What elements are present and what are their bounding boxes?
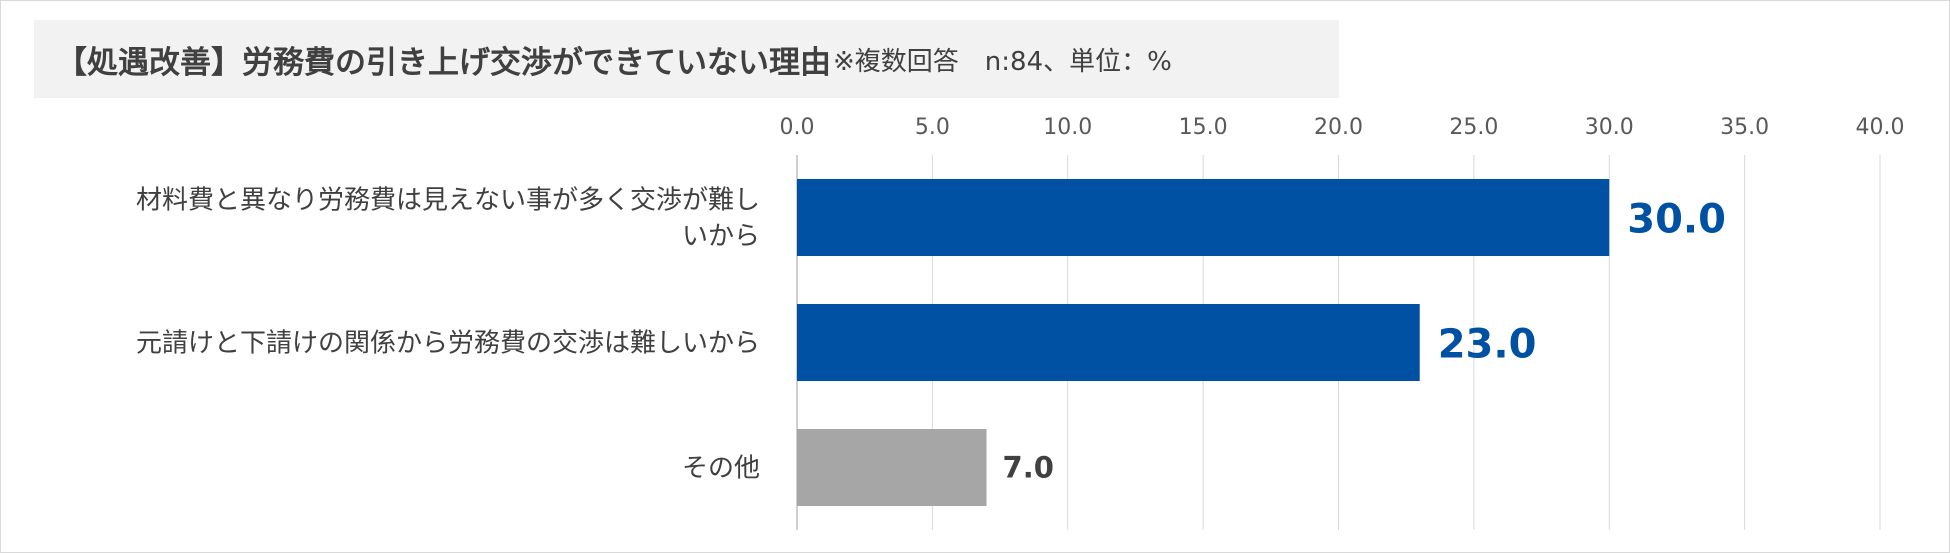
bar bbox=[797, 429, 987, 506]
x-tick-label: 10.0 bbox=[1043, 115, 1092, 140]
data-label: 30.0 bbox=[1627, 197, 1726, 243]
x-tick-label: 5.0 bbox=[915, 115, 950, 140]
category-label: 材料費と異なり労務費は見えない事が多く交渉が難し bbox=[136, 186, 760, 216]
chart-title-box: 【処遇改善】労務費の引き上げ交渉ができていない理由 ※複数回答 n:84、単位：… bbox=[34, 20, 1339, 98]
bar bbox=[797, 179, 1610, 256]
category-label: 元請けと下請けの関係から労務費の交渉は難しいから bbox=[136, 329, 760, 359]
x-tick-label: 0.0 bbox=[780, 115, 815, 140]
bar bbox=[797, 304, 1420, 381]
chart-title: 【処遇改善】労務費の引き上げ交渉ができていない理由 bbox=[56, 44, 831, 81]
data-label: 7.0 bbox=[1003, 451, 1054, 485]
data-label: 23.0 bbox=[1438, 322, 1537, 368]
x-tick-label: 20.0 bbox=[1314, 115, 1363, 140]
chart-subtitle: ※複数回答 n:84、単位：% bbox=[833, 46, 1172, 77]
category-label: その他 bbox=[682, 454, 760, 484]
category-label: いから bbox=[682, 222, 760, 252]
x-tick-label: 40.0 bbox=[1856, 115, 1905, 140]
x-tick-label: 25.0 bbox=[1449, 115, 1498, 140]
x-tick-label: 30.0 bbox=[1585, 115, 1634, 140]
x-tick-label: 15.0 bbox=[1179, 115, 1228, 140]
x-tick-label: 35.0 bbox=[1720, 115, 1769, 140]
